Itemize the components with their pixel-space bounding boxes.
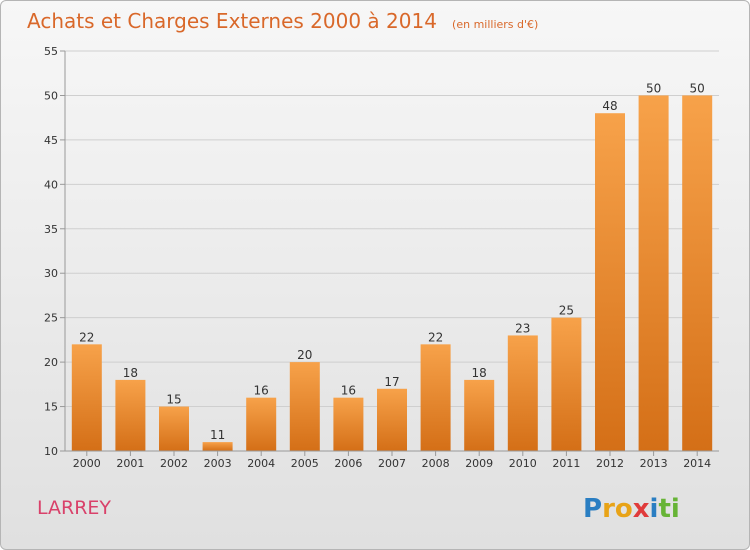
place-label: LARREY [37,497,111,519]
y-tick-labels: 10 15 20 25 30 35 40 45 50 55 [44,45,58,458]
bar-2014 [682,95,713,451]
bars [71,95,713,451]
y-tick-label: 10 [44,445,58,458]
bar-2012 [595,113,625,451]
logo-letter: i [671,494,680,524]
x-tick-label-2002: 2002 [160,457,188,470]
data-label-2014: 50 [690,81,705,95]
data-label-2004: 16 [254,384,269,398]
y-tick-label: 50 [44,89,58,102]
data-label-2002: 15 [166,393,181,407]
logo-letter: i [650,494,659,524]
logo-letter: t [658,494,670,524]
x-tick-label-2003: 2003 [204,457,232,470]
chart-title: Achats et Charges Externes 2000 à 2014 (… [27,9,538,33]
bar-2011 [551,317,582,451]
chart-title-main: Achats et Charges Externes 2000 à 2014 [27,9,437,33]
y-tick-label: 25 [44,312,58,325]
bar-2010 [507,335,538,451]
data-label-2010: 23 [515,321,530,335]
data-label-2003: 11 [210,428,225,442]
x-tick-label-2004: 2004 [247,457,275,470]
bar-2000 [71,344,102,451]
x-tick-label-2012: 2012 [596,457,624,470]
axes [60,50,719,456]
y-tick-label: 30 [44,267,58,280]
bar-2008 [420,344,451,451]
x-tick-label-2014: 2014 [683,457,711,470]
x-tick-label-2000: 2000 [73,457,101,470]
x-tick-label-2011: 2011 [552,457,580,470]
y-tick-label: 55 [44,45,58,58]
x-tick-label-2001: 2001 [116,457,144,470]
data-label-2006: 16 [341,384,356,398]
bar-2002 [159,406,189,451]
data-label-2008: 22 [428,330,443,344]
bar-2007 [377,388,407,451]
x-tick-label-2006: 2006 [334,457,362,470]
x-tick-label-2013: 2013 [640,457,668,470]
bar-2009 [464,379,495,451]
data-label-2005: 20 [297,348,312,362]
x-tick-labels: 2000 2001 2002 2003 2004 2005 2006 2007 2008 2009… [73,457,711,470]
chart-title-unit: (en milliers d'€) [452,18,538,31]
data-label-2000: 22 [79,330,94,344]
bar-2005 [289,362,320,451]
x-tick-label-2009: 2009 [465,457,493,470]
bar-2003 [202,442,233,451]
data-labels: 22 18 15 11 16 20 16 17 22 18 23 25 48 50 50 [79,81,705,442]
bar-2006 [333,397,364,451]
data-label-2007: 17 [384,375,399,389]
data-label-2001: 18 [123,366,138,380]
data-label-2011: 25 [559,304,574,318]
logo-letter: o [615,494,633,524]
y-tick-label: 45 [44,134,58,147]
x-tick-label-2005: 2005 [291,457,319,470]
bar-2001 [115,379,146,451]
data-label-2009: 18 [472,366,487,380]
y-tick-label: 15 [44,401,58,414]
y-tick-label: 40 [44,178,58,191]
logo-letter: r [602,494,615,524]
bar-2004 [246,397,277,451]
x-tick-label-2010: 2010 [509,457,537,470]
proxiti-logo: Proxiti [583,494,680,524]
y-tick-label: 35 [44,223,58,236]
grid [65,50,719,408]
x-tick-label-2007: 2007 [378,457,406,470]
bar-2013 [638,95,669,451]
x-tick-label-2008: 2008 [422,457,450,470]
data-label-2012: 48 [602,99,617,113]
y-tick-label: 20 [44,356,58,369]
logo-letter: P [583,494,602,524]
data-label-2013: 50 [646,81,661,95]
logo-letter: x [633,494,650,524]
